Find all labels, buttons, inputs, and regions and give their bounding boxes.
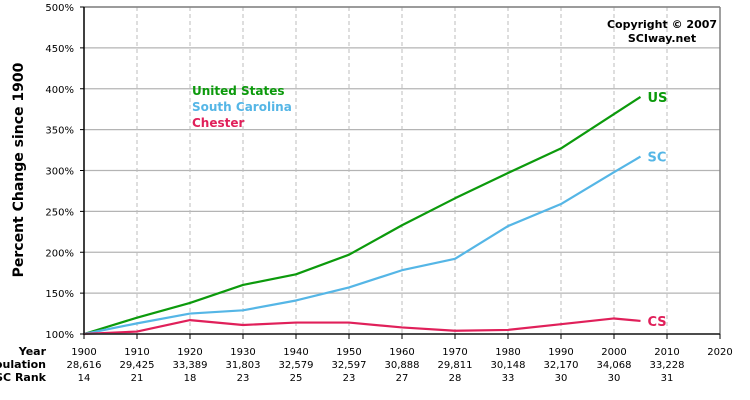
table-cell: 31,803 xyxy=(226,360,261,371)
table-cell: 23 xyxy=(237,373,250,384)
table-cell: 18 xyxy=(184,373,197,384)
table-cell: 33 xyxy=(502,373,515,384)
table-cell: 32,597 xyxy=(332,360,367,371)
y-tick-label: 150% xyxy=(45,289,74,300)
table-cell: 30,888 xyxy=(385,360,420,371)
y-tick-label: 450% xyxy=(45,44,74,55)
y-tick-label: 100% xyxy=(45,330,74,341)
table-cell: 25 xyxy=(290,373,303,384)
table-cell: 2010 xyxy=(654,347,679,358)
legend-entry: South Carolina xyxy=(192,100,292,114)
series-line xyxy=(83,96,642,336)
table-cell: 1920 xyxy=(177,347,202,358)
table-row-label: SC Rank xyxy=(0,371,47,384)
table-cell: 29,811 xyxy=(438,360,473,371)
table-cell: 1930 xyxy=(230,347,255,358)
y-tick-label: 500% xyxy=(45,3,74,14)
legend: United States South Carolina Chester xyxy=(192,84,292,130)
series-end-label: US xyxy=(648,91,668,106)
y-tick-label: 350% xyxy=(45,126,74,137)
table-cell: 28 xyxy=(449,373,462,384)
series-line xyxy=(83,155,642,336)
table-cell: 33,389 xyxy=(173,360,208,371)
table-cell: 1980 xyxy=(495,347,520,358)
y-tick-label: 300% xyxy=(45,167,74,178)
table-cell: 30,148 xyxy=(491,360,526,371)
table-cell: 1910 xyxy=(124,347,149,358)
table-cell: 1950 xyxy=(336,347,361,358)
series-end-label: SC xyxy=(648,151,667,166)
table-cell: 1990 xyxy=(548,347,573,358)
y-axis-ticks: 100% 150% 200% 250% 300% 350% 400% 450% 500% xyxy=(45,3,84,341)
legend-entry: Chester xyxy=(192,116,245,130)
data-table: YearPopulationSC Rank 1900 1910 1920 1930 194… xyxy=(0,345,733,384)
copyright-text: Copyright © 2007 xyxy=(607,18,717,31)
table-row-label: Year xyxy=(18,345,47,358)
axes xyxy=(83,6,721,339)
table-cell: 33,228 xyxy=(650,360,685,371)
table-cell: 1900 xyxy=(71,347,96,358)
table-cell: 1970 xyxy=(442,347,467,358)
table-row-label: Population xyxy=(0,358,46,371)
legend-entry: United States xyxy=(192,84,285,98)
table-cell: 29,425 xyxy=(120,360,155,371)
grid xyxy=(84,6,720,334)
table-cell: 28,616 xyxy=(67,360,102,371)
y-tick-label: 250% xyxy=(45,207,74,218)
table-cell: 14 xyxy=(78,373,91,384)
series-line xyxy=(83,317,641,336)
table-cell: 23 xyxy=(343,373,356,384)
table-cell: 32,579 xyxy=(279,360,314,371)
copyright-site: SCIway.net xyxy=(628,32,696,45)
series-lines: US SC CS xyxy=(83,91,668,336)
table-cell: 2020 xyxy=(707,347,732,358)
table-cell: 32,170 xyxy=(544,360,579,371)
table-cell: 1960 xyxy=(389,347,414,358)
table-cell: 30 xyxy=(555,373,568,384)
table-cell: 30 xyxy=(608,373,621,384)
table-cell: 21 xyxy=(131,373,144,384)
table-cell: 34,068 xyxy=(597,360,632,371)
table-cell: 31 xyxy=(661,373,674,384)
y-tick-label: 400% xyxy=(45,85,74,96)
series-end-label: CS xyxy=(648,315,667,330)
y-tick-label: 200% xyxy=(45,248,74,259)
table-cell: 27 xyxy=(396,373,409,384)
y-axis-label: Percent Change since 1900 xyxy=(11,62,27,277)
table-cell: 2000 xyxy=(601,347,626,358)
table-cell: 1940 xyxy=(283,347,308,358)
